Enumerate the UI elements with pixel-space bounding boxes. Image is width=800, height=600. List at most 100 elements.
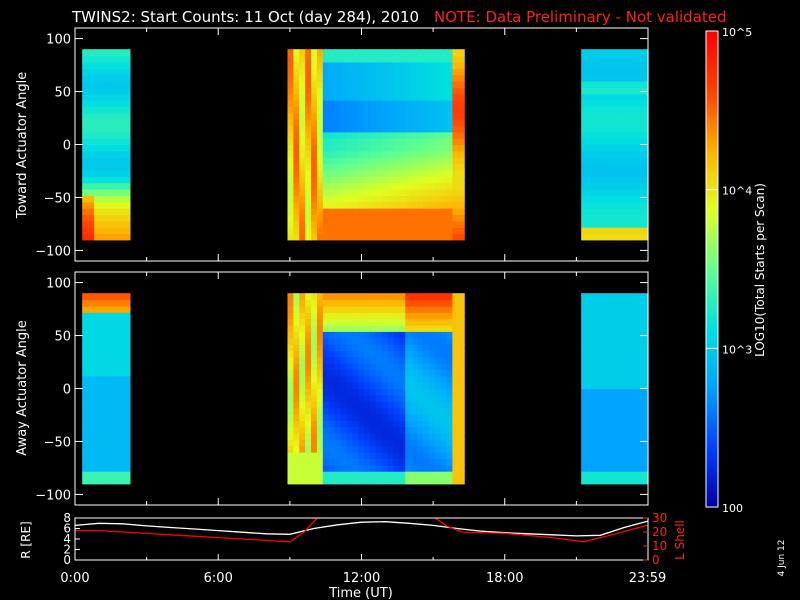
heatmap-cell (599, 163, 607, 171)
heatmap-cell (375, 401, 383, 409)
heatmap-cell (346, 188, 353, 196)
heatmap-cell (322, 74, 330, 82)
heatmap-cell (411, 464, 418, 472)
heatmap-cell (88, 61, 95, 69)
heatmap-cell (112, 299, 119, 307)
heatmap-cell (593, 138, 600, 146)
heatmap-cell (88, 227, 95, 235)
heatmap-cell (88, 331, 95, 339)
heatmap-cell (411, 305, 418, 313)
heatmap-cell (82, 125, 89, 133)
heatmap-cell (88, 131, 95, 139)
heatmap-cell (334, 293, 342, 301)
heatmap-cell (346, 394, 353, 402)
heatmap-cell (106, 106, 113, 114)
heatmap-cell (358, 125, 365, 133)
heatmap-cell (587, 293, 594, 301)
heatmap-cell (623, 68, 631, 76)
heatmap-cell (599, 131, 607, 139)
heatmap-cell (581, 100, 588, 107)
heatmap-cell (387, 426, 395, 434)
heatmap-cell (452, 356, 459, 364)
heatmap-cell (364, 150, 371, 158)
heatmap-cell (611, 337, 619, 345)
heatmap-cell (381, 407, 389, 415)
heatmap-cell (411, 356, 418, 364)
heatmap-cell (599, 407, 607, 415)
heatmap-cell (623, 375, 631, 383)
heatmap-cell (94, 112, 101, 120)
heatmap-cell (593, 439, 600, 447)
heatmap-cell (581, 182, 588, 190)
heatmap-cell (100, 144, 107, 152)
heatmap-cell (88, 68, 95, 76)
heatmap-cell (299, 106, 306, 114)
heatmap-cell (375, 331, 383, 339)
heatmap-cell (593, 106, 600, 114)
heatmap-cell (428, 299, 436, 307)
heatmap-cell (82, 74, 89, 82)
heatmap-cell (364, 471, 371, 479)
heatmap-cell (311, 293, 318, 301)
heatmap-cell (405, 112, 412, 120)
heatmap-cell (334, 471, 342, 479)
heatmap-cell (94, 80, 101, 88)
heatmap-cell (411, 375, 418, 383)
heatmap-cell (629, 382, 637, 390)
heatmap-cell (346, 331, 353, 339)
heatmap-cell (299, 432, 306, 440)
heatmap-cell (452, 293, 459, 301)
heatmap-cell (88, 394, 95, 402)
heatmap-cell (417, 477, 424, 485)
heatmap-cell (405, 125, 412, 133)
heatmap-cell (82, 388, 89, 396)
heatmap-cell (311, 55, 318, 63)
heatmap-cell (581, 119, 588, 127)
heatmap-cell (611, 382, 619, 390)
heatmap-cell (605, 299, 613, 307)
heatmap-cell (340, 312, 347, 320)
heatmap-cell (417, 458, 424, 466)
heatmap-cell (381, 432, 389, 440)
heatmap-cell (322, 439, 330, 447)
heatmap-cell (352, 106, 359, 114)
heatmap-cell (393, 138, 400, 146)
heatmap-cell (428, 318, 436, 326)
heatmap-cell (399, 458, 406, 466)
heatmap-cell (428, 227, 436, 235)
heatmap-cell (381, 182, 389, 190)
heatmap-cell (340, 439, 347, 447)
heatmap-cell (299, 477, 306, 485)
heatmap-cell (458, 439, 465, 447)
heatmap-cell (375, 93, 383, 101)
heatmap-cell (311, 233, 318, 241)
heatmap-cell (611, 312, 619, 320)
heatmap-cell (293, 163, 300, 171)
heatmap-cell (593, 426, 600, 434)
heatmap-cell (587, 305, 594, 313)
heatmap-cell (94, 208, 101, 215)
heatmap-cell (364, 176, 371, 184)
heatmap-cell (305, 356, 312, 364)
heatmap-cell (623, 220, 631, 228)
heatmap-cell (299, 420, 306, 428)
heatmap-cell (428, 382, 436, 390)
heatmap-cell (629, 138, 637, 146)
heatmap-cell (334, 138, 342, 146)
heatmap-cell (422, 150, 430, 158)
heatmap-cell (458, 61, 465, 69)
heatmap-cell (593, 369, 600, 377)
heatmap-cell (417, 432, 424, 440)
heatmap-cell (428, 220, 436, 228)
heatmap-cell (458, 337, 465, 345)
heatmap-cell (422, 106, 430, 114)
heatmap-cell (587, 144, 594, 152)
heatmap-cell (605, 80, 613, 88)
heatmap-cell (287, 382, 294, 390)
heatmap-cell (293, 432, 300, 440)
heatmap-cell (369, 93, 377, 101)
heatmap-cell (440, 195, 448, 203)
heatmap-cell (623, 74, 631, 82)
heatmap-cell (287, 324, 294, 332)
